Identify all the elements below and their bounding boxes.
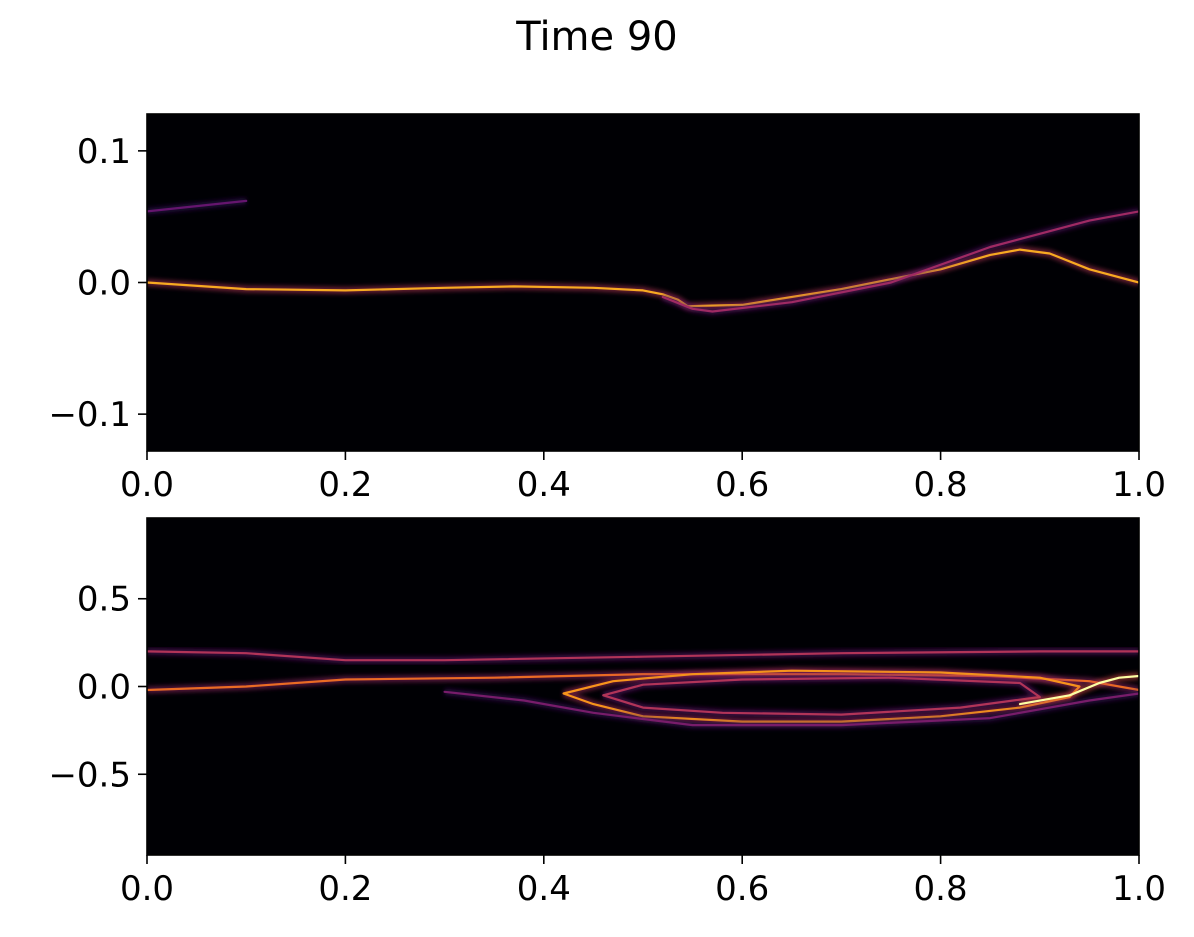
top-x-tick-label: 0.8 <box>914 465 968 505</box>
top-x-tick-label: 1.0 <box>1112 465 1166 505</box>
bottom-x-tick-label: 0.2 <box>318 869 372 909</box>
top-x-tick-label: 0.4 <box>517 465 571 505</box>
top-y-tick-label: 0.0 <box>77 264 131 304</box>
top-feature-3 <box>661 210 1139 313</box>
bottom-x-tick-label: 0.0 <box>120 869 174 909</box>
bottom-y-tick-label: −0.5 <box>48 755 131 795</box>
bottom-x-tick-label: 1.0 <box>1112 869 1166 909</box>
bottom-y-tick-label: 0.0 <box>77 668 131 708</box>
top-x-tick-label: 0.0 <box>120 465 174 505</box>
bottom-feature-6 <box>1018 674 1139 706</box>
top-feature-2 <box>147 199 248 213</box>
bottom-heatmap-panel: 0.0 0.2 0.4 0.6 0.8 1.0 0.5 0.0 −0.5 <box>48 517 1166 909</box>
bottom-x-tick-label: 0.4 <box>517 869 571 909</box>
top-heatmap-panel: 0.0 0.2 0.4 0.6 0.8 1.0 0.1 0.0 −0.1 <box>48 113 1166 505</box>
top-x-tick-label: 0.6 <box>715 465 769 505</box>
top-x-tick-label: 0.2 <box>318 465 372 505</box>
bottom-x-tick-label: 0.8 <box>914 869 968 909</box>
top-y-tick-label: 0.1 <box>77 132 131 172</box>
top-y-tick-label: −0.1 <box>48 395 131 435</box>
bottom-x-tick-label: 0.6 <box>715 869 769 909</box>
top-plot-background <box>147 114 1139 451</box>
bottom-y-tick-label: 0.5 <box>77 580 131 620</box>
figure-title: Time 90 <box>516 14 678 60</box>
bottom-feature-1 <box>147 650 1139 662</box>
bottom-feature-4 <box>602 676 1041 716</box>
bottom-feature-5 <box>443 690 1139 727</box>
